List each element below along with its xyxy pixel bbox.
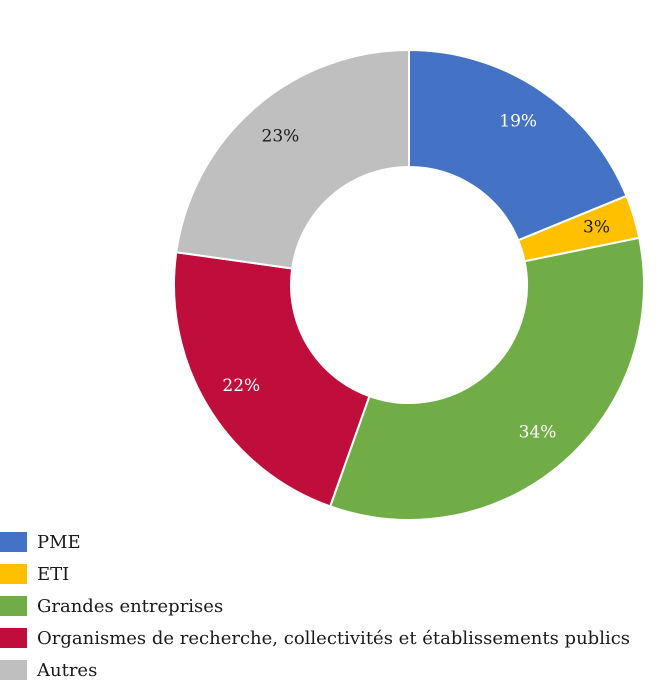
slice-organismes (173, 251, 371, 508)
legend-label: ETI (37, 563, 70, 585)
data-label: 3% (583, 217, 610, 237)
slice-pme (408, 48, 628, 242)
chart-data-labels: 19% 3% 34% 22% 23% (222, 112, 610, 443)
legend-label: Grandes entreprises (37, 595, 224, 617)
legend-swatch (0, 532, 27, 552)
data-label: 19% (499, 112, 537, 132)
chart-slices (173, 48, 645, 521)
legend-swatch (0, 564, 27, 584)
legend-swatch (0, 660, 27, 680)
legend-item: Organismes de recherche, collectivités e… (0, 622, 630, 654)
legend-swatch (0, 596, 27, 616)
slice-grandes (328, 236, 645, 521)
data-label: 34% (519, 422, 557, 442)
legend-item: Grandes entreprises (0, 590, 630, 622)
legend-label: Autres (37, 659, 98, 681)
data-label: 23% (262, 127, 300, 147)
legend-swatch (0, 628, 27, 648)
slice-autres (175, 48, 410, 270)
legend-item: ETI (0, 558, 630, 590)
legend-label: Organismes de recherche, collectivités e… (37, 627, 631, 649)
legend-label: PME (37, 531, 81, 553)
legend-item: Autres (0, 654, 630, 686)
data-label: 22% (222, 376, 260, 396)
chart-legend: PME ETI Grandes entreprises Organismes de r… (0, 526, 630, 686)
legend-item: PME (0, 526, 630, 558)
